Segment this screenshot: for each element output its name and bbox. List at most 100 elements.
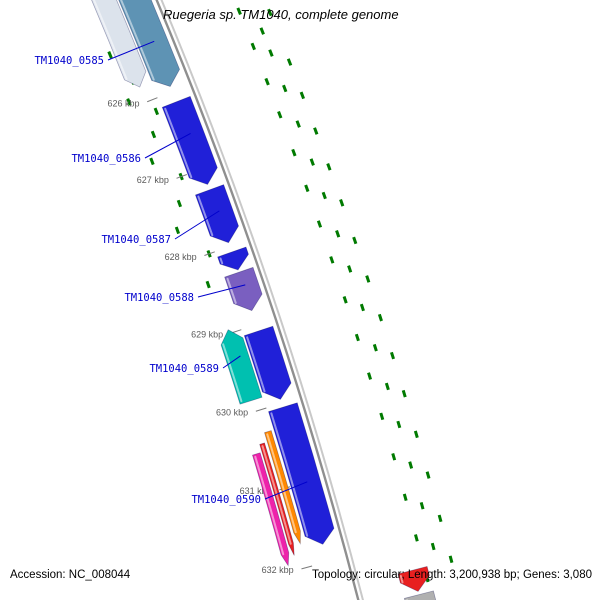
codon-mark bbox=[347, 265, 353, 273]
kbp-tick-label: 629 kbp bbox=[191, 330, 223, 340]
codon-mark bbox=[425, 471, 431, 479]
gene-label: TM1040_0586 bbox=[71, 153, 141, 165]
codon-mark bbox=[342, 296, 348, 304]
kbp-tick-label: 628 kbp bbox=[165, 252, 197, 262]
gene-callout-line bbox=[174, 210, 220, 240]
codon-mark bbox=[437, 514, 443, 523]
kbp-tick bbox=[301, 565, 313, 570]
codon-mark bbox=[299, 91, 305, 100]
gene-callout-line bbox=[197, 284, 246, 298]
codon-mark bbox=[384, 382, 390, 391]
gene-arrow-TM1040_0586 bbox=[161, 95, 218, 185]
codon-mark bbox=[316, 220, 323, 228]
codon-mark bbox=[313, 127, 319, 135]
codon-mark bbox=[390, 351, 395, 360]
codon-mark bbox=[304, 184, 310, 193]
gene-arrow bbox=[403, 590, 437, 600]
gene-highlight bbox=[226, 277, 237, 304]
kbp-tick bbox=[255, 407, 267, 412]
codon-mark bbox=[401, 389, 407, 398]
kbp-tick-label: 632 kbp bbox=[262, 565, 294, 575]
codon-mark bbox=[282, 84, 288, 93]
codon-mark bbox=[295, 120, 301, 128]
gene-highlight bbox=[246, 336, 266, 393]
accession-text: Accession: NC_008044 bbox=[10, 569, 131, 581]
codon-mark bbox=[352, 236, 358, 245]
gene-callout-line bbox=[222, 355, 241, 369]
codon-mark bbox=[277, 110, 283, 119]
codon-mark bbox=[107, 51, 113, 59]
gene-highlight bbox=[164, 107, 193, 179]
gene-arrow-TM1040_0587 bbox=[195, 184, 239, 244]
gene-arrow bbox=[91, 0, 147, 88]
codon-mark bbox=[174, 226, 181, 235]
codon-mark bbox=[414, 534, 419, 542]
gene-highlight bbox=[219, 257, 224, 265]
codon-mark bbox=[396, 420, 402, 429]
codon-mark bbox=[367, 372, 373, 380]
figure-title: Ruegeria sp. TM1040, complete genome bbox=[163, 7, 399, 22]
backbone-arc bbox=[155, 0, 360, 600]
gene-highlight bbox=[254, 455, 285, 556]
kbp-tick bbox=[204, 251, 215, 256]
codon-mark bbox=[391, 452, 397, 461]
genome-stats-text: Topology: circular; Length: 3,200,938 bp… bbox=[311, 569, 592, 581]
kbp-tick bbox=[147, 97, 158, 103]
codon-mark bbox=[267, 8, 273, 17]
gene-arrow bbox=[397, 566, 430, 592]
gene-arrow bbox=[243, 325, 292, 400]
kbp-tick-label: 627 kbp bbox=[137, 175, 169, 185]
codon-mark bbox=[365, 275, 371, 283]
codon-mark bbox=[372, 343, 378, 352]
gene-arrow bbox=[217, 246, 249, 271]
codon-mark bbox=[448, 555, 454, 564]
codon-mark bbox=[377, 313, 383, 322]
codon-mark bbox=[321, 191, 327, 200]
gene-highlight bbox=[270, 412, 309, 537]
codon-mark bbox=[264, 77, 270, 86]
gene-arrow-TM1040_0589 bbox=[220, 329, 263, 405]
gene-callout-line bbox=[264, 481, 308, 500]
gene-highlight bbox=[266, 433, 297, 534]
gene-label: TM1040_0587 bbox=[101, 234, 171, 246]
kbp-tick-label: 626 kbp bbox=[108, 99, 140, 109]
codon-mark bbox=[268, 49, 274, 57]
codon-mark bbox=[419, 501, 425, 510]
codon-mark bbox=[126, 98, 132, 106]
codon-mark bbox=[329, 256, 335, 264]
gene-callout-line bbox=[107, 40, 155, 61]
codon-mark bbox=[379, 412, 385, 421]
codon-mark bbox=[359, 303, 365, 312]
codon-mark bbox=[286, 58, 293, 66]
gene-arrow-TM1040_0590 bbox=[268, 402, 335, 545]
codon-mark bbox=[176, 199, 183, 208]
gene-callout-line bbox=[144, 133, 191, 159]
codon-mark bbox=[250, 42, 256, 51]
codon-mark bbox=[150, 130, 157, 139]
gene-highlight bbox=[222, 343, 243, 403]
codon-mark bbox=[430, 542, 436, 551]
gene-label: TM1040_0589 bbox=[149, 363, 219, 375]
codon-mark bbox=[408, 461, 414, 469]
codon-mark bbox=[413, 430, 419, 439]
gene-label: TM1040_0588 bbox=[124, 292, 194, 304]
codon-mark bbox=[339, 198, 345, 207]
codon-mark bbox=[153, 107, 160, 116]
codon-mark bbox=[402, 493, 408, 502]
gene-highlight bbox=[399, 574, 404, 584]
kbp-tick-label: 631 kbp bbox=[240, 486, 272, 496]
codon-mark bbox=[149, 157, 155, 166]
gene-highlight bbox=[197, 195, 214, 237]
gene-label: TM1040_0590 bbox=[191, 494, 261, 506]
kbp-tick bbox=[176, 174, 188, 179]
backbone-arc-light bbox=[160, 0, 364, 600]
kbp-tick-label: 630 kbp bbox=[216, 408, 248, 418]
gene-label: TM1040_0585 bbox=[34, 55, 104, 67]
codon-mark bbox=[236, 7, 242, 16]
gene-highlight bbox=[261, 445, 292, 545]
codon-mark bbox=[259, 27, 265, 35]
codon-mark bbox=[326, 163, 332, 171]
codon-mark bbox=[335, 229, 341, 238]
